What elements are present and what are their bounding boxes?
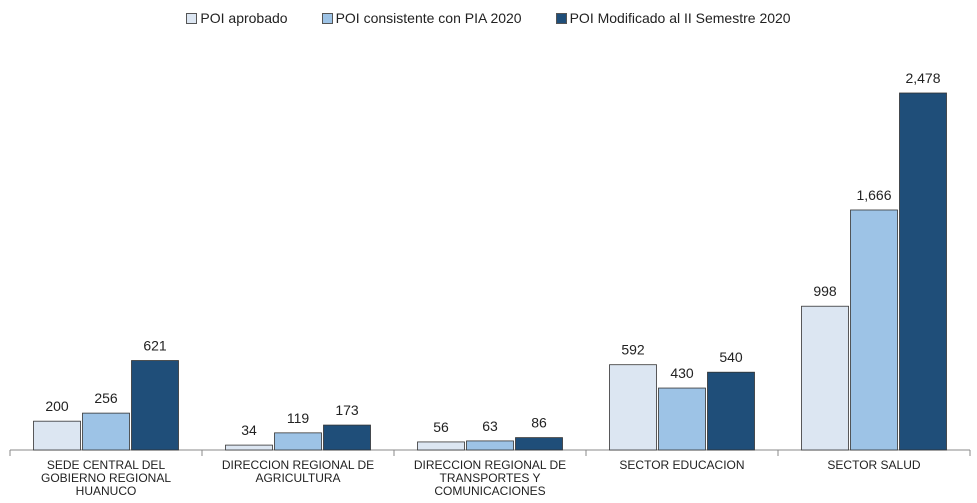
bar bbox=[707, 371, 755, 451]
bar bbox=[417, 441, 465, 451]
x-tick-label: DIRECCION REGIONAL DE AGRICULTURA bbox=[221, 458, 375, 485]
data-label: 86 bbox=[531, 415, 547, 431]
x-tick-label: SECTOR EDUCACION bbox=[619, 458, 745, 472]
bar bbox=[515, 437, 563, 451]
bar bbox=[466, 440, 514, 451]
data-label: 119 bbox=[287, 410, 310, 426]
bar bbox=[850, 209, 898, 451]
bar bbox=[131, 360, 179, 451]
data-label: 34 bbox=[241, 422, 257, 438]
data-label: 2,478 bbox=[905, 70, 940, 86]
bar bbox=[225, 444, 273, 451]
legend-item: POI consistente con PIA 2020 bbox=[321, 10, 522, 26]
bar bbox=[899, 92, 947, 451]
legend-item: POI aprobado bbox=[186, 10, 288, 26]
data-label: 540 bbox=[719, 349, 743, 365]
bar bbox=[323, 424, 371, 451]
x-tick-label: DIRECCION REGIONAL DE TRANSPORTES Y COMU… bbox=[413, 458, 567, 498]
bar bbox=[609, 364, 657, 451]
legend-label: POI aprobado bbox=[200, 10, 288, 26]
legend-swatch bbox=[321, 12, 333, 24]
data-label: 200 bbox=[45, 398, 69, 414]
data-label: 592 bbox=[621, 342, 645, 358]
data-label: 1,666 bbox=[856, 187, 891, 203]
legend-label: POI consistente con PIA 2020 bbox=[335, 10, 522, 26]
legend: POI aprobado POI consistente con PIA 2020… bbox=[0, 10, 977, 26]
x-tick-label: SEDE CENTRAL DEL GOBIERNO REGIONAL HUANU… bbox=[40, 458, 172, 498]
bar bbox=[801, 305, 849, 451]
legend-swatch bbox=[555, 12, 567, 24]
data-label: 998 bbox=[813, 283, 837, 299]
bar bbox=[82, 412, 130, 451]
legend-item: POI Modificado al II Semestre 2020 bbox=[555, 10, 791, 26]
legend-label: POI Modificado al II Semestre 2020 bbox=[569, 10, 791, 26]
data-label: 56 bbox=[433, 419, 449, 435]
x-tick-label: SECTOR SALUD bbox=[827, 458, 921, 472]
bar bbox=[274, 432, 322, 451]
data-label: 430 bbox=[670, 365, 694, 381]
legend-swatch bbox=[186, 12, 198, 24]
bar bbox=[658, 387, 706, 451]
data-label: 621 bbox=[143, 338, 167, 354]
bar bbox=[33, 420, 81, 451]
data-label: 173 bbox=[335, 402, 359, 418]
data-label: 63 bbox=[482, 418, 498, 434]
data-label: 256 bbox=[94, 390, 118, 406]
